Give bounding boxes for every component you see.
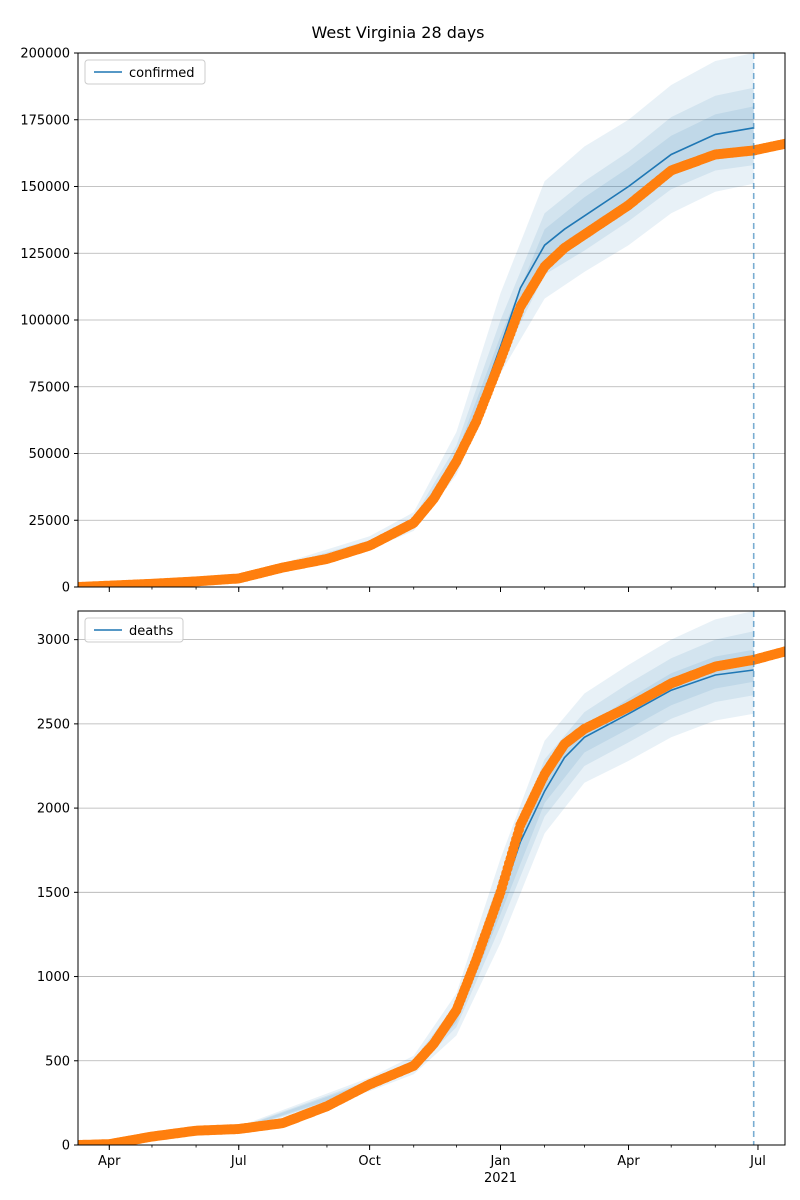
legend-box <box>84 617 184 643</box>
y-tick-label: 1500 <box>37 886 70 901</box>
y-tick-label: 150000 <box>20 180 70 195</box>
deaths-panel: 0 500 1000 1500 2000 2500 3000 Apr Jul Oct Jan Apr J… <box>37 610 786 1186</box>
legend: confirmed <box>84 59 206 85</box>
y-tick-label: 100000 <box>20 314 70 329</box>
observed-point <box>780 646 785 657</box>
confirmed-panel: 0 25000 50000 75000 100000 125000 150000 175000… <box>20 47 786 596</box>
y-tick-label: 1000 <box>37 970 70 985</box>
y-tick-label: 2000 <box>37 802 70 817</box>
uncertainty-band-inner <box>78 106 754 587</box>
y-tick-label: 2500 <box>37 717 70 732</box>
y-tick-label: 175000 <box>20 113 70 128</box>
x-tick-label: Jan <box>489 1154 510 1169</box>
observed-point <box>780 138 785 149</box>
y-tick-label: 500 <box>45 1054 70 1069</box>
x-tick-label: Apr <box>617 1154 640 1169</box>
plot-area <box>78 53 785 587</box>
y-tick-label: 25000 <box>29 514 70 529</box>
uncertainty-band-outer <box>78 611 754 1145</box>
uncertainty-band-outer <box>78 53 754 587</box>
axes-frame <box>77 610 786 1146</box>
x-year-label: 2021 <box>484 1171 517 1186</box>
y-tick-label: 0 <box>62 581 70 596</box>
observed-markers <box>78 646 785 1145</box>
y-tick-label: 125000 <box>20 247 70 262</box>
x-tick-label: Apr <box>98 1154 121 1169</box>
y-tick-label: 50000 <box>29 447 70 462</box>
x-tick-label: Oct <box>358 1154 380 1169</box>
uncertainty-band-middle <box>78 631 754 1145</box>
observed-markers <box>78 138 785 587</box>
x-tick-label: Jul <box>749 1154 766 1169</box>
y-tick-label: 200000 <box>20 47 70 62</box>
legend: deaths <box>84 617 184 643</box>
uncertainty-band-middle <box>78 87 754 587</box>
figure-title: West Virginia 28 days <box>311 23 484 42</box>
y-tick-label: 75000 <box>29 380 70 395</box>
plot-area <box>78 611 785 1145</box>
uncertainty-band-inner <box>78 649 754 1145</box>
y-tick-label: 3000 <box>37 633 70 648</box>
legend-label: confirmed <box>129 66 195 81</box>
legend-box <box>84 59 206 85</box>
x-tick-label: Jul <box>230 1154 247 1169</box>
legend-label: deaths <box>129 624 174 639</box>
y-tick-label: 0 <box>62 1139 70 1154</box>
